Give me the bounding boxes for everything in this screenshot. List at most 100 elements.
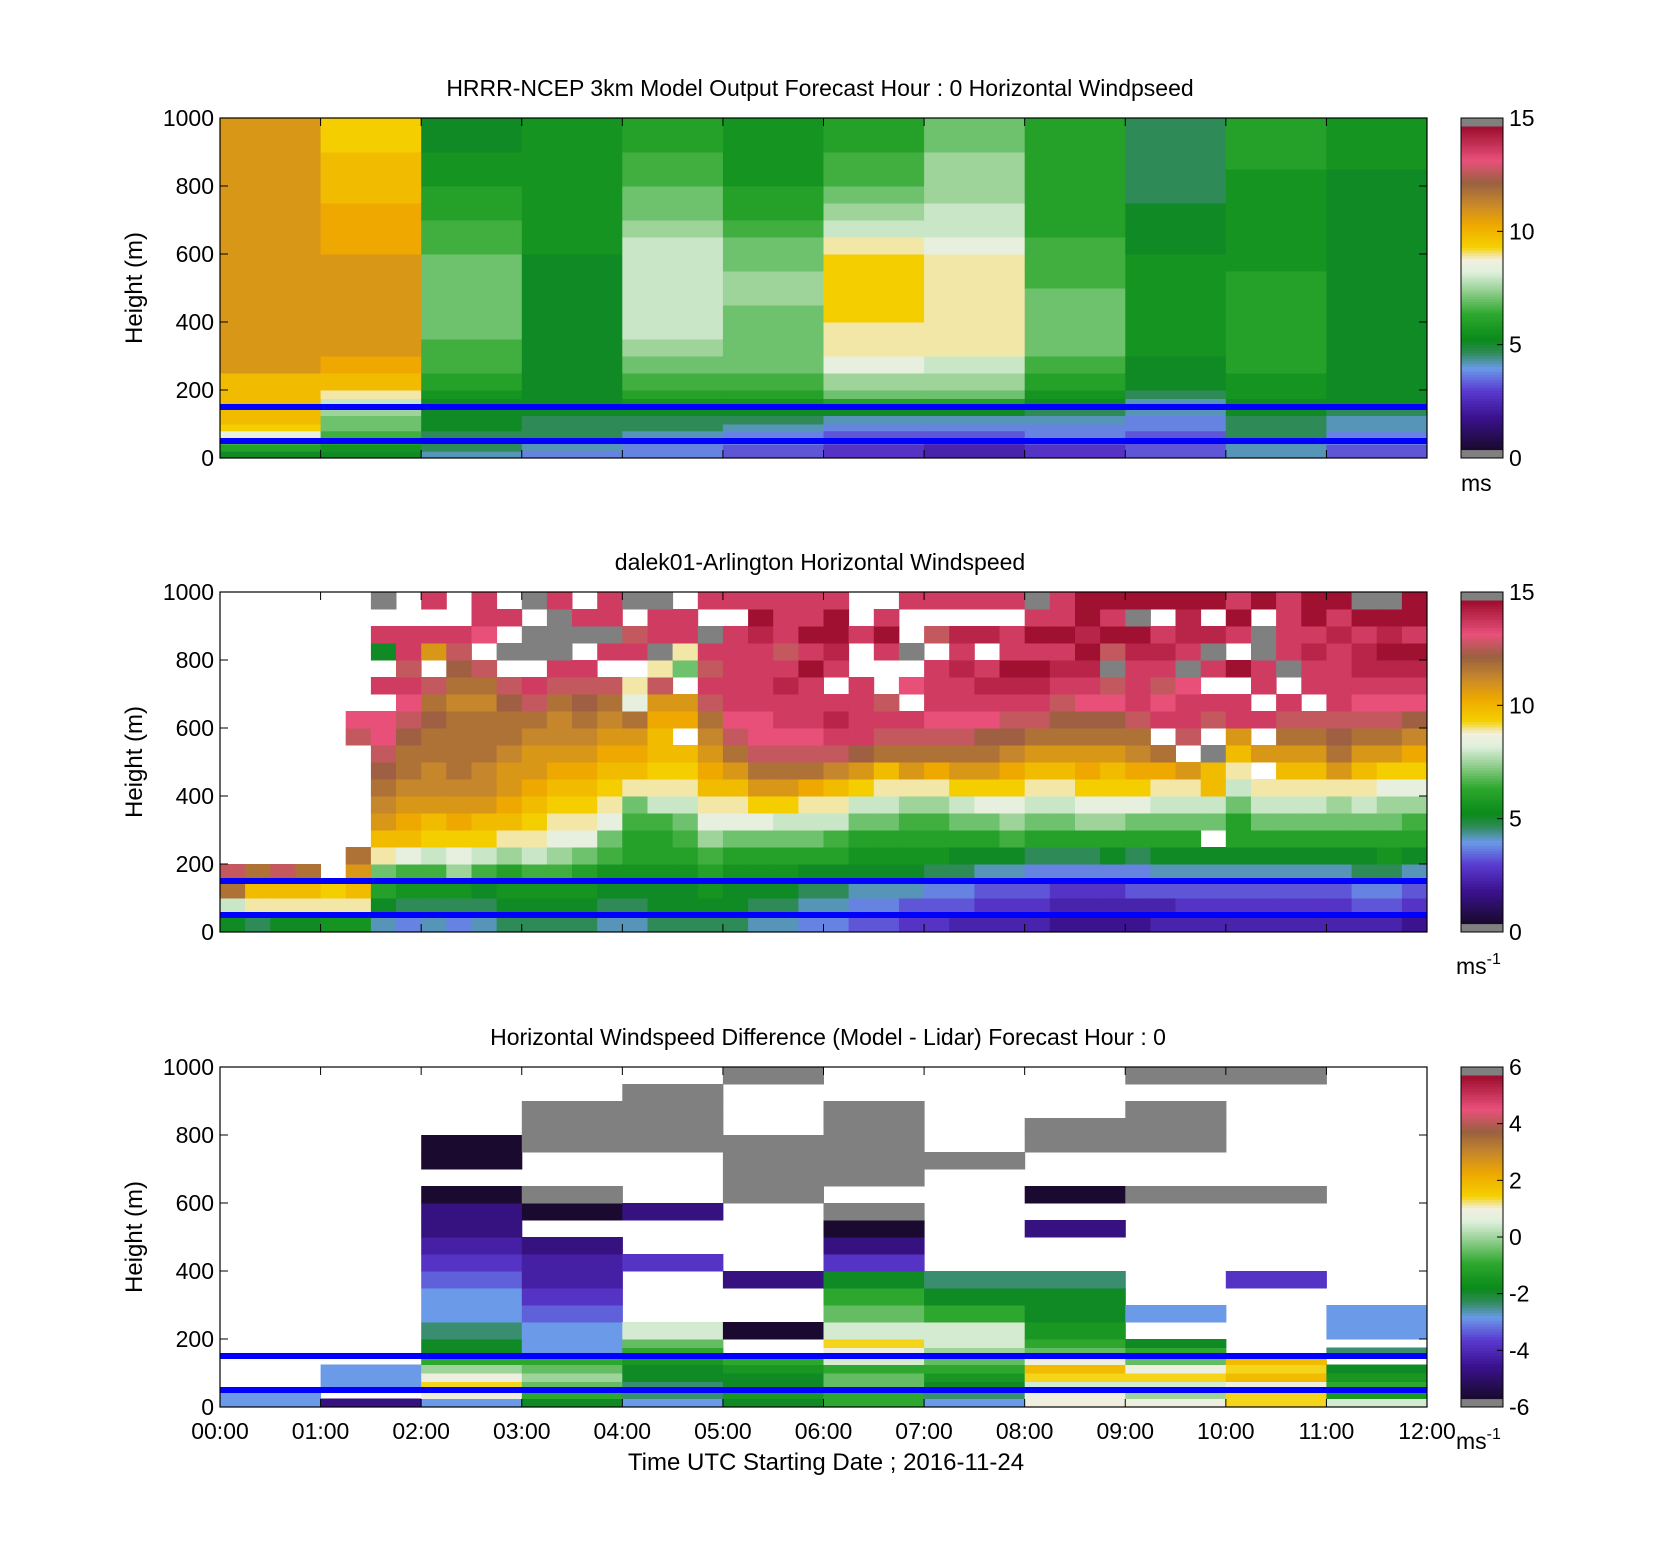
heatmap-cell	[521, 881, 548, 899]
colorbar-over-segment	[1461, 118, 1503, 127]
heatmap-cell	[1049, 830, 1076, 848]
heatmap-cell	[421, 1135, 523, 1153]
heatmap-cell	[1125, 745, 1151, 763]
heatmap-cell	[597, 762, 623, 780]
heatmap-cell	[421, 762, 447, 780]
heatmap-cell	[1326, 1390, 1428, 1399]
heatmap-cell	[1100, 847, 1126, 865]
heatmap-cell	[220, 322, 322, 340]
heatmap-cell	[1326, 660, 1352, 678]
heatmap-cell	[597, 609, 623, 627]
heatmap-cell	[471, 762, 498, 780]
heatmap-cell	[521, 745, 548, 763]
heatmap-cell	[421, 220, 523, 238]
heatmap-cell	[1401, 711, 1428, 729]
colorbar-segment	[1461, 1374, 1503, 1378]
heatmap-cell	[572, 711, 598, 729]
heatmap-cell	[622, 711, 648, 729]
heatmap-cell	[1100, 762, 1126, 780]
heatmap-cell	[521, 169, 623, 187]
colorbar-segment	[1461, 646, 1503, 650]
heatmap-cell	[1401, 626, 1428, 644]
colorbar-segment	[1461, 1315, 1503, 1319]
heatmap-cell	[898, 745, 925, 763]
heatmap-cell	[1326, 609, 1352, 627]
heatmap-cell	[320, 356, 422, 374]
heatmap-cell	[1301, 728, 1327, 746]
heatmap-cell	[798, 762, 824, 780]
heatmap-cell	[421, 373, 523, 391]
colorbar-segment	[1461, 718, 1503, 723]
heatmap-cell	[396, 728, 422, 746]
heatmap-cell	[722, 444, 824, 452]
heatmap-cell	[898, 779, 925, 797]
colorbar-segment	[1461, 1271, 1503, 1276]
heatmap-cell	[798, 881, 824, 899]
heatmap-cell	[697, 847, 724, 865]
panel-difference-y-axis-label: Height (m)	[121, 1181, 148, 1293]
colorbar-segment	[1461, 643, 1503, 647]
heatmap-cell	[1049, 592, 1076, 610]
heatmap-cell	[722, 339, 824, 357]
heatmap-cell	[999, 915, 1026, 933]
colorbar-segment	[1461, 1210, 1503, 1214]
colorbar-segment	[1461, 767, 1503, 771]
heatmap-cell	[798, 643, 824, 661]
heatmap-cell	[823, 1381, 925, 1391]
heatmap-cell	[924, 1271, 1026, 1289]
heatmap-cell	[521, 864, 548, 882]
heatmap-cell	[546, 592, 573, 610]
heatmap-cell	[672, 864, 699, 882]
heatmap-cell	[421, 711, 447, 729]
colorbar-segment	[1461, 1199, 1503, 1203]
colorbar-segment	[1461, 244, 1503, 249]
colorbar-segment	[1461, 651, 1503, 655]
colorbar-segment	[1461, 751, 1503, 755]
heatmap-cell	[1326, 373, 1428, 391]
heatmap-cell	[1200, 745, 1227, 763]
colorbar-segment	[1461, 659, 1503, 664]
heatmap-cell	[924, 237, 1026, 255]
colorbar-segment	[1461, 384, 1503, 389]
heatmap-cell	[823, 864, 850, 882]
heatmap-cell	[1024, 1373, 1126, 1382]
heatmap-cell	[647, 881, 674, 899]
heatmap-cell	[1100, 626, 1126, 644]
heatmap-cell	[245, 864, 271, 882]
heatmap-cell	[1276, 779, 1302, 797]
heatmap-cell	[597, 796, 623, 814]
heatmap-cell	[1401, 745, 1428, 763]
heatmap-cell	[1024, 779, 1051, 797]
heatmap-cell	[1100, 830, 1126, 848]
colorbar-segment	[1461, 1115, 1503, 1120]
heatmap-cell	[672, 711, 699, 729]
colorbar-segment	[1461, 333, 1503, 338]
heatmap-cell	[622, 1118, 724, 1136]
heatmap-cell	[1326, 390, 1428, 399]
heatmap-cell	[220, 864, 246, 882]
heatmap-cell	[898, 592, 925, 610]
colorbar-segment	[1461, 1161, 1503, 1165]
heatmap-cell	[496, 609, 523, 627]
heatmap-cell	[1225, 762, 1252, 780]
heatmap-cell	[924, 1152, 1026, 1170]
colorbar-segment	[1461, 266, 1503, 270]
heatmap-cell	[924, 305, 1026, 323]
heatmap-cell	[1125, 677, 1151, 695]
y-tick-label: 1000	[163, 579, 214, 605]
heatmap-cell	[848, 711, 875, 729]
colorbar-segment	[1461, 1237, 1503, 1241]
heatmap-cell	[823, 1305, 925, 1323]
heatmap-cell	[1150, 830, 1176, 848]
colorbar-segment	[1461, 1175, 1503, 1179]
heatmap-cell	[622, 237, 724, 255]
x-tick-label: 02:00	[392, 1418, 450, 1444]
panel-model-title: HRRR-NCEP 3km Model Output Forecast Hour…	[446, 75, 1193, 101]
heatmap-cell	[1175, 813, 1202, 831]
heatmap-cell	[1351, 626, 1378, 644]
heatmap-cell	[1100, 592, 1126, 610]
heatmap-cell	[722, 779, 749, 797]
colorbar-segment	[1461, 298, 1503, 303]
heatmap-cell	[446, 728, 472, 746]
heatmap-cell	[521, 728, 548, 746]
